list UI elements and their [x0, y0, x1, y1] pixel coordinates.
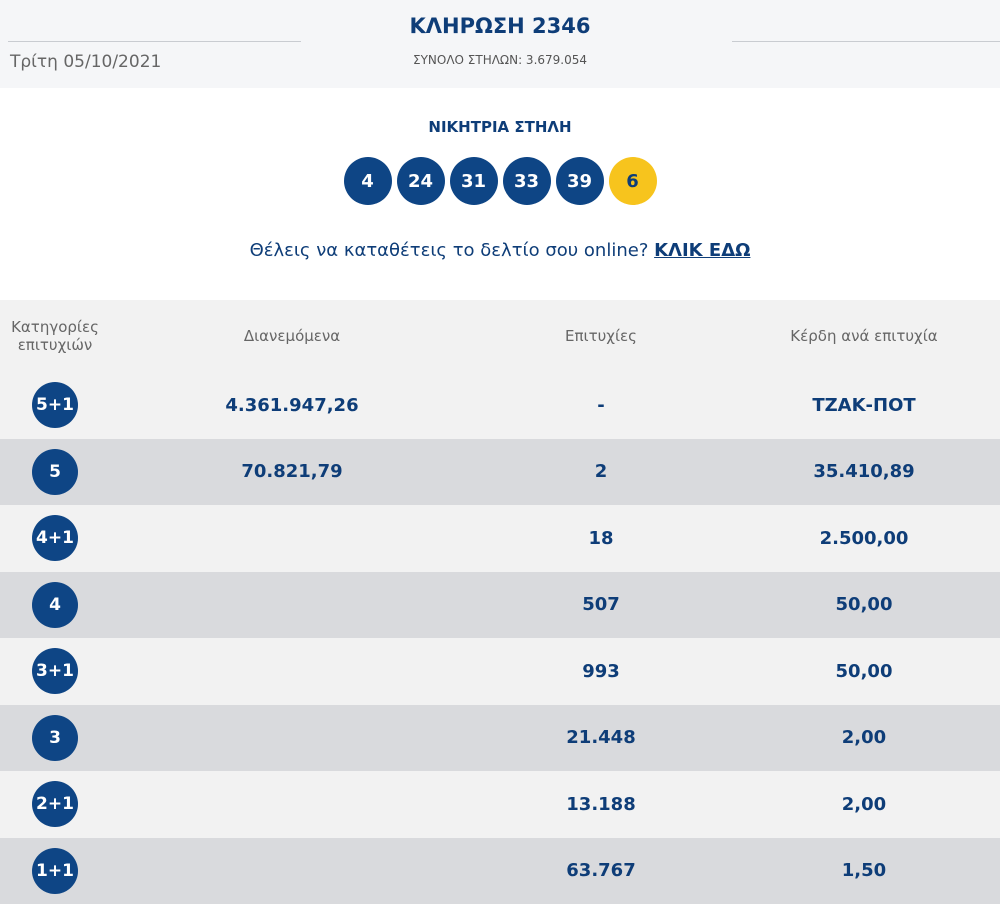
prize-cell: 1,50: [841, 860, 887, 882]
table-row: 4+1 18 2.500,00: [0, 505, 1000, 572]
column-header: Κατηγορίες επιτυχιών: [11, 318, 99, 354]
winning-numbers: 4 24 31 33 39 6: [0, 157, 1000, 205]
category-cell: 4+1: [0, 515, 110, 562]
cta-link[interactable]: ΚΛΙΚ ΕΔΩ: [654, 240, 751, 261]
prize-cell: ΤΖΑΚ-ΠΟΤ: [812, 394, 916, 416]
distributed-cell: 4.361.947,26: [225, 394, 359, 416]
table-row: 3 21.448 2,00: [0, 704, 1000, 771]
cta: Θέλεις να καταθέτεις το δελτίο σου onlin…: [0, 240, 1000, 261]
cta-text: Θέλεις να καταθέτεις το δελτίο σου onlin…: [249, 240, 649, 261]
joker-ball: 6: [608, 157, 657, 205]
table-row: 2+1 13.188 2,00: [0, 771, 1000, 838]
category-cell: 2+1: [0, 781, 110, 828]
prize-table: Κατηγορίες επιτυχιών Διανεμόμενα Επιτυχίες…: [0, 300, 1000, 904]
category-badge: 3: [32, 714, 78, 761]
table-header: Κατηγορίες επιτυχιών Διανεμόμενα Επιτυχίες…: [0, 300, 1000, 372]
prize-cell: 2,00: [841, 727, 887, 749]
category-badge: 5: [32, 448, 78, 495]
header: ΚΛΗΡΩΣΗ 2346 ΣΥΝΟΛΟ ΣΤΗΛΩΝ: 3.679.054 Τρ…: [0, 0, 1000, 88]
winners-cell: -: [597, 394, 605, 416]
divider: [8, 41, 301, 42]
table-row: 4 507 50,00: [0, 571, 1000, 638]
prize-cell: 2,00: [841, 793, 887, 815]
category-cell: 3+1: [0, 648, 110, 695]
prize-cell: 50,00: [835, 660, 893, 682]
column-header: Επιτυχίες: [565, 327, 637, 345]
winners-cell: 63.767: [566, 860, 636, 882]
winners-cell: 2: [594, 461, 608, 483]
category-badge: 4: [32, 581, 78, 628]
table-row: 5 70.821,79 2 35.410,89: [0, 438, 1000, 505]
table-row: 5+1 4.361.947,26 - ΤΖΑΚ-ΠΟΤ: [0, 372, 1000, 439]
prize-cell: 35.410,89: [813, 461, 915, 483]
winning-title: ΝΙΚΗΤΡΙΑ ΣΤΗΛΗ: [428, 118, 572, 136]
divider: [732, 41, 1000, 42]
draw-date: Τρίτη 05/10/2021: [10, 52, 162, 72]
category-badge: 3+1: [32, 648, 78, 695]
number-ball: 39: [555, 157, 604, 205]
column-header: Διανεμόμενα: [243, 327, 341, 345]
draw-title: ΚΛΗΡΩΣΗ 2346: [409, 14, 591, 38]
number-ball: 31: [449, 157, 498, 205]
winners-cell: 18: [588, 527, 614, 549]
number-ball: 24: [396, 157, 445, 205]
prize-cell: 2.500,00: [819, 527, 909, 549]
category-badge: 2+1: [32, 781, 78, 828]
category-cell: 3: [0, 714, 110, 761]
number-ball: 33: [502, 157, 551, 205]
table-row: 1+1 63.767 1,50: [0, 837, 1000, 904]
category-badge: 1+1: [32, 847, 78, 894]
prize-cell: 50,00: [835, 594, 893, 616]
category-cell: 4: [0, 581, 110, 628]
category-cell: 5+1: [0, 382, 110, 429]
category-cell: 5: [0, 448, 110, 495]
winners-cell: 507: [582, 594, 620, 616]
winners-cell: 21.448: [566, 727, 636, 749]
number-ball: 4: [343, 157, 392, 205]
winners-cell: 13.188: [566, 793, 636, 815]
table-row: 3+1 993 50,00: [0, 638, 1000, 705]
category-cell: 1+1: [0, 847, 110, 894]
winners-cell: 993: [582, 660, 620, 682]
category-badge: 5+1: [32, 382, 78, 429]
distributed-cell: 70.821,79: [241, 461, 343, 483]
column-header: Κέρδη ανά επιτυχία: [790, 327, 938, 345]
total-columns: ΣΥΝΟΛΟ ΣΤΗΛΩΝ: 3.679.054: [412, 53, 588, 67]
category-badge: 4+1: [32, 515, 78, 562]
